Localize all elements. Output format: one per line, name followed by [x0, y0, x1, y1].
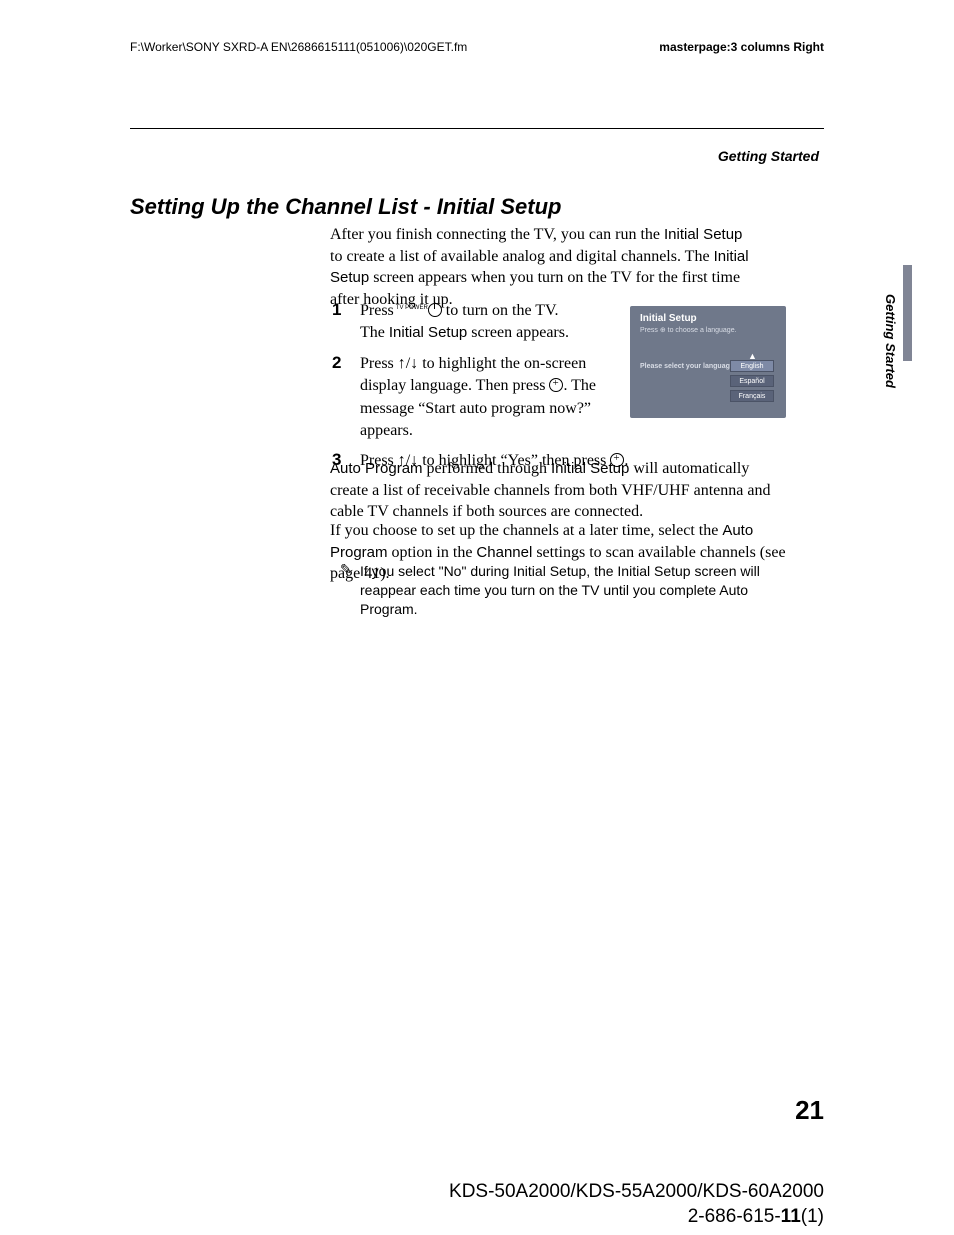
- footer-models: KDS-50A2000/KDS-55A2000/KDS-60A2000: [449, 1180, 824, 1205]
- side-tab-bar: [903, 265, 912, 361]
- intro-paragraph: After you finish connecting the TV, you …: [330, 224, 750, 310]
- term: Auto Program: [330, 460, 423, 477]
- step-body: Press TV POWER to turn on the TV. The In…: [360, 300, 626, 345]
- page-title: Setting Up the Channel List - Initial Se…: [130, 194, 561, 220]
- side-tab-label: Getting Started: [883, 294, 898, 388]
- intro-text: to create a list of available analog and…: [330, 248, 714, 265]
- step-text: Press: [360, 302, 398, 319]
- intro-term: Initial Setup: [664, 226, 742, 243]
- auto-program-paragraph: Auto Program performed through Initial S…: [330, 458, 790, 523]
- footer-doc-a: 2-686-615-: [688, 1206, 781, 1227]
- note-icon: ✎: [340, 562, 352, 579]
- enter-icon: [549, 378, 563, 392]
- step-text: to turn on the TV.: [442, 302, 559, 319]
- footer-doc-b: 11: [781, 1206, 801, 1227]
- footer: KDS-50A2000/KDS-55A2000/KDS-60A2000 2-68…: [449, 1180, 824, 1229]
- footer-doc-c: (1): [801, 1206, 824, 1227]
- steps-list: 1 Press TV POWER to turn on the TV. The …: [332, 300, 782, 481]
- step-1: 1 Press TV POWER to turn on the TV. The …: [332, 300, 782, 345]
- page-number: 21: [795, 1095, 824, 1126]
- text: option in the: [388, 544, 477, 561]
- term: Initial Setup: [551, 460, 629, 477]
- power-label: TV POWER: [396, 305, 428, 311]
- text: performed through: [423, 460, 551, 477]
- step-term: Initial Setup: [389, 324, 467, 341]
- text: If you choose to set up the channels at …: [330, 522, 722, 539]
- section-label: Getting Started: [718, 148, 819, 164]
- term: Channel: [476, 544, 532, 561]
- arrows-icon: ↑/↓: [398, 355, 418, 372]
- header-info: F:\Worker\SONY SXRD-A EN\2686615111(0510…: [130, 40, 824, 54]
- step-number: 1: [332, 300, 360, 345]
- step-number: 2: [332, 353, 360, 443]
- page: F:\Worker\SONY SXRD-A EN\2686615111(0510…: [0, 0, 954, 1235]
- note-paragraph: If you select "No" during Initial Setup,…: [360, 562, 780, 619]
- masterpage-label: masterpage:3 columns Right: [659, 40, 824, 54]
- step-body: Press ↑/↓ to highlight the on-screen dis…: [360, 353, 626, 443]
- step-text: The: [360, 324, 389, 341]
- power-icon: [428, 303, 442, 317]
- footer-docnum: 2-686-615-11(1): [449, 1205, 824, 1230]
- intro-text: After you finish connecting the TV, you …: [330, 226, 664, 243]
- step-text: screen appears.: [467, 324, 569, 341]
- top-rule: [130, 128, 824, 129]
- step-text: Press: [360, 355, 398, 372]
- step-2: 2 Press ↑/↓ to highlight the on-screen d…: [332, 353, 782, 443]
- file-path: F:\Worker\SONY SXRD-A EN\2686615111(0510…: [130, 40, 467, 54]
